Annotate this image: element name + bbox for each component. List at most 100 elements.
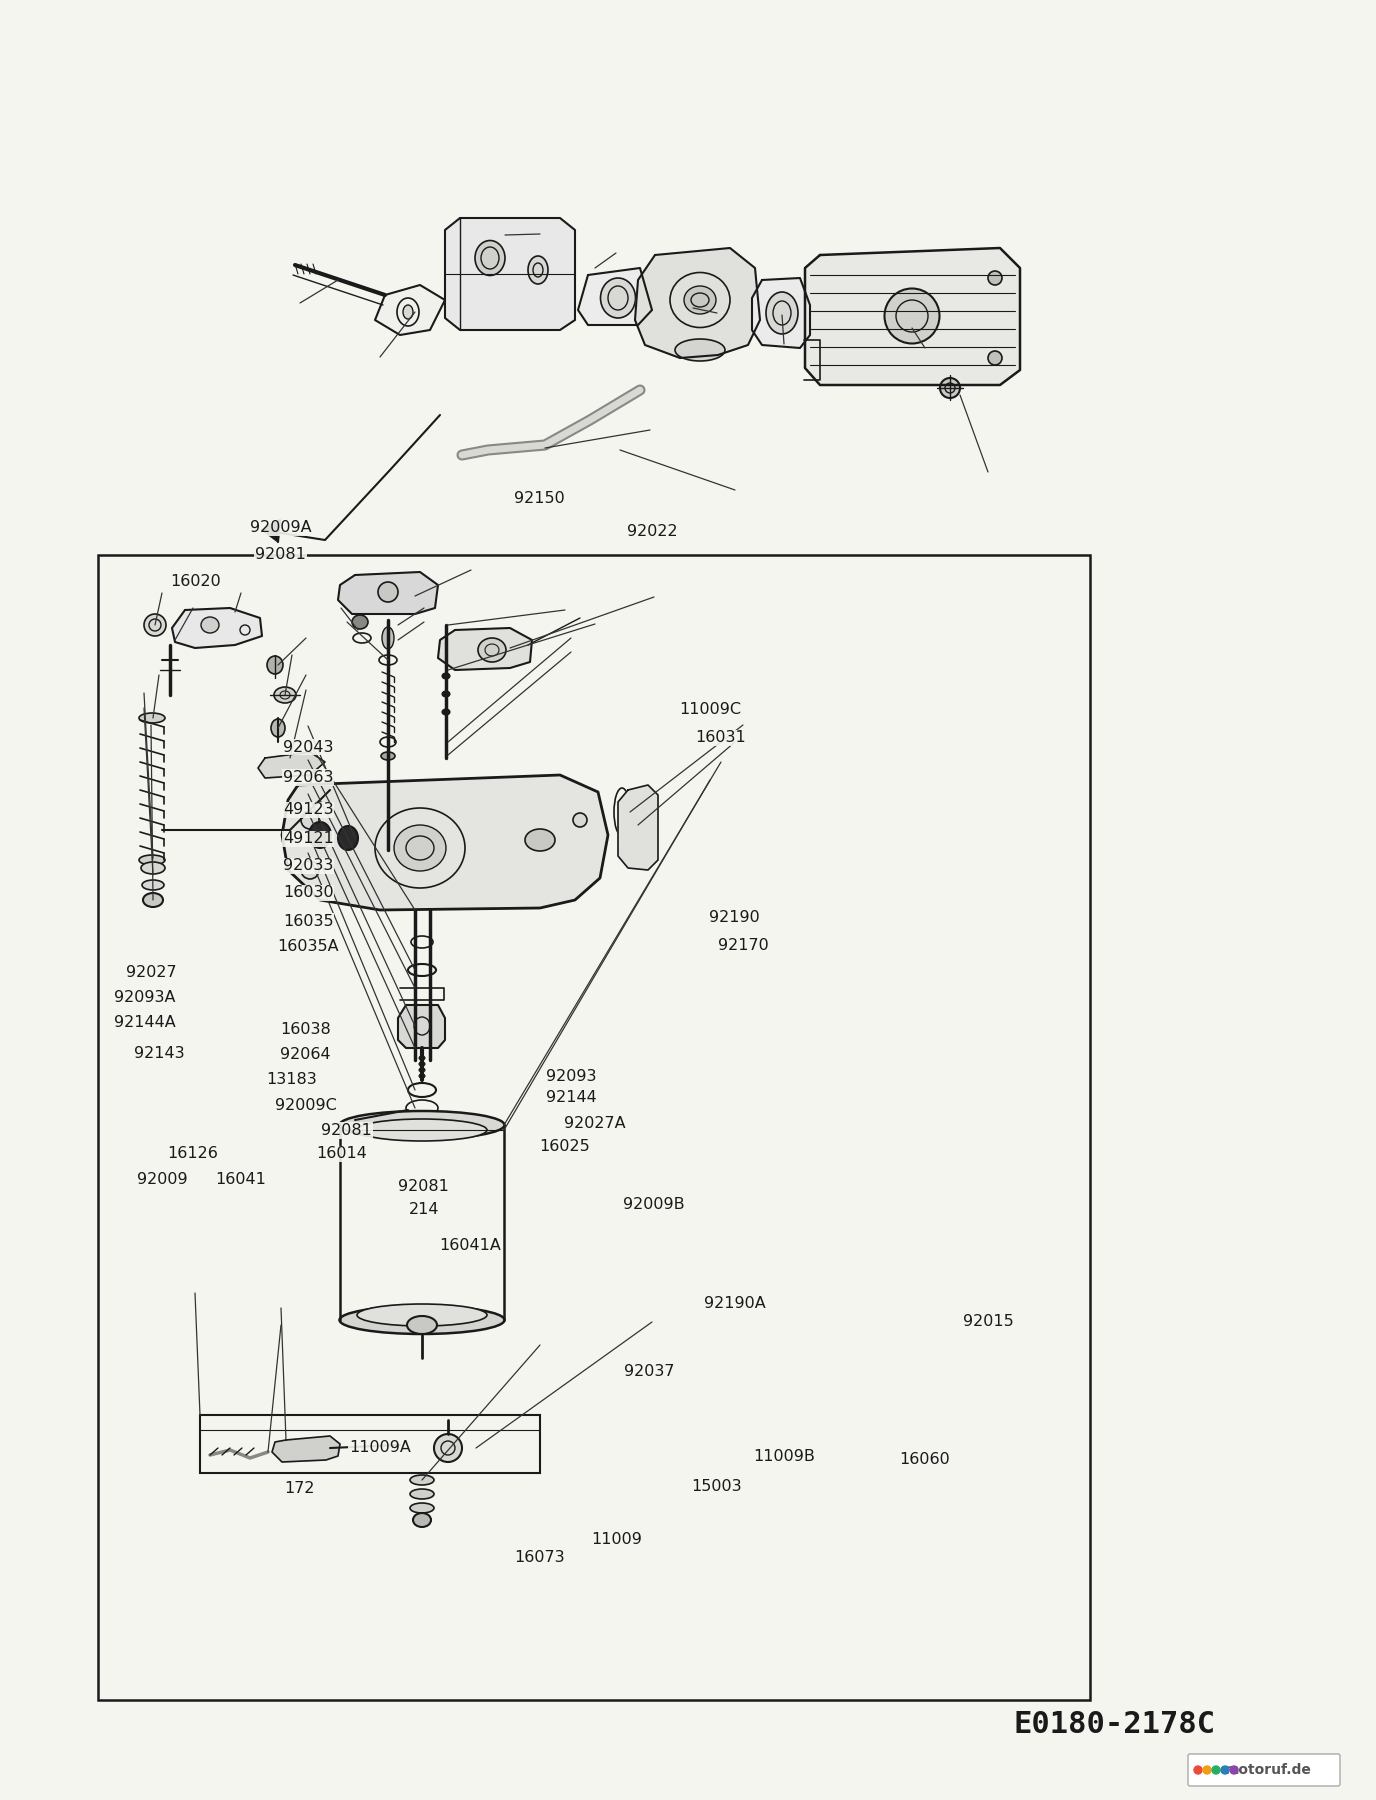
Ellipse shape xyxy=(885,288,940,344)
Ellipse shape xyxy=(352,616,367,628)
Circle shape xyxy=(1230,1766,1238,1775)
Ellipse shape xyxy=(394,824,446,871)
Ellipse shape xyxy=(301,860,319,878)
Text: 92009A: 92009A xyxy=(250,520,311,535)
Polygon shape xyxy=(376,284,444,335)
Ellipse shape xyxy=(410,1489,433,1499)
Ellipse shape xyxy=(442,673,450,679)
Ellipse shape xyxy=(201,617,219,634)
Text: 16041A: 16041A xyxy=(440,1238,501,1253)
Ellipse shape xyxy=(139,713,165,724)
Ellipse shape xyxy=(340,1111,505,1139)
Ellipse shape xyxy=(407,1316,438,1334)
Ellipse shape xyxy=(144,614,166,635)
Bar xyxy=(98,554,1090,1699)
Ellipse shape xyxy=(410,1474,433,1485)
Ellipse shape xyxy=(410,1503,433,1514)
Polygon shape xyxy=(618,785,658,869)
Text: 92009C: 92009C xyxy=(275,1098,336,1112)
Polygon shape xyxy=(272,1436,340,1462)
Text: 92009: 92009 xyxy=(138,1172,187,1186)
Text: 214: 214 xyxy=(409,1202,439,1217)
Text: 92037: 92037 xyxy=(625,1364,674,1379)
Text: 16030: 16030 xyxy=(283,886,333,900)
Text: 92093A: 92093A xyxy=(114,990,175,1004)
Ellipse shape xyxy=(143,893,162,907)
Text: 92043: 92043 xyxy=(283,740,333,754)
Ellipse shape xyxy=(528,256,548,284)
Ellipse shape xyxy=(433,1435,462,1462)
Text: 92033: 92033 xyxy=(283,859,333,873)
Text: 92081: 92081 xyxy=(399,1179,449,1193)
Text: 172: 172 xyxy=(285,1481,315,1496)
Text: 92015: 92015 xyxy=(963,1314,1013,1328)
Polygon shape xyxy=(282,776,608,911)
Ellipse shape xyxy=(381,752,395,760)
Text: 92093: 92093 xyxy=(546,1069,596,1084)
Ellipse shape xyxy=(142,880,164,889)
Ellipse shape xyxy=(338,826,358,850)
Polygon shape xyxy=(753,277,810,347)
Text: 16038: 16038 xyxy=(281,1022,330,1037)
Ellipse shape xyxy=(477,637,506,662)
Ellipse shape xyxy=(301,812,319,830)
Text: 16020: 16020 xyxy=(171,574,220,589)
Ellipse shape xyxy=(356,1303,487,1327)
Ellipse shape xyxy=(378,581,398,601)
Text: 16035: 16035 xyxy=(283,914,333,929)
Ellipse shape xyxy=(403,304,413,319)
Ellipse shape xyxy=(356,1120,487,1141)
Polygon shape xyxy=(634,248,760,358)
Ellipse shape xyxy=(442,637,450,643)
Ellipse shape xyxy=(988,351,1002,365)
Circle shape xyxy=(1221,1766,1229,1775)
Text: 16031: 16031 xyxy=(696,731,746,745)
Ellipse shape xyxy=(383,626,394,650)
Text: 11009B: 11009B xyxy=(754,1449,815,1463)
Ellipse shape xyxy=(420,1075,425,1078)
Text: 92190: 92190 xyxy=(710,911,760,925)
Text: 92064: 92064 xyxy=(281,1048,330,1062)
Text: 92063: 92063 xyxy=(283,770,333,785)
Ellipse shape xyxy=(413,1514,431,1526)
Ellipse shape xyxy=(420,1067,425,1073)
Text: 92081: 92081 xyxy=(322,1123,372,1138)
Text: motoruf.de: motoruf.de xyxy=(1225,1762,1311,1777)
Ellipse shape xyxy=(442,655,450,661)
Text: 92009B: 92009B xyxy=(623,1197,684,1211)
Text: 16035A: 16035A xyxy=(278,940,338,954)
Polygon shape xyxy=(261,520,279,542)
Ellipse shape xyxy=(420,1057,425,1060)
Text: 16060: 16060 xyxy=(900,1453,949,1467)
Text: 11009C: 11009C xyxy=(678,702,742,716)
Text: 15003: 15003 xyxy=(692,1480,742,1494)
Text: 92143: 92143 xyxy=(135,1046,184,1060)
Ellipse shape xyxy=(442,709,450,715)
Polygon shape xyxy=(338,572,438,614)
Ellipse shape xyxy=(139,855,165,866)
Text: 92190A: 92190A xyxy=(705,1296,765,1310)
Text: 16126: 16126 xyxy=(168,1147,217,1161)
Ellipse shape xyxy=(271,718,285,736)
Text: 92081: 92081 xyxy=(256,547,305,562)
Text: 16041: 16041 xyxy=(216,1172,266,1186)
Text: 49123: 49123 xyxy=(283,803,333,817)
Text: 16073: 16073 xyxy=(515,1550,564,1564)
Polygon shape xyxy=(398,1004,444,1048)
Text: 13183: 13183 xyxy=(267,1073,316,1087)
Text: 49121: 49121 xyxy=(283,832,333,846)
Text: 92027: 92027 xyxy=(127,965,176,979)
Ellipse shape xyxy=(420,1062,425,1066)
Text: 11009: 11009 xyxy=(592,1532,641,1546)
Ellipse shape xyxy=(940,378,960,398)
Ellipse shape xyxy=(684,286,716,313)
Text: 92150: 92150 xyxy=(515,491,564,506)
Ellipse shape xyxy=(572,814,588,826)
Bar xyxy=(200,1415,539,1472)
Text: 92022: 92022 xyxy=(627,524,677,538)
Ellipse shape xyxy=(600,277,636,319)
Ellipse shape xyxy=(988,272,1002,284)
Circle shape xyxy=(1194,1766,1203,1775)
Text: 92170: 92170 xyxy=(718,938,768,952)
Polygon shape xyxy=(172,608,261,648)
